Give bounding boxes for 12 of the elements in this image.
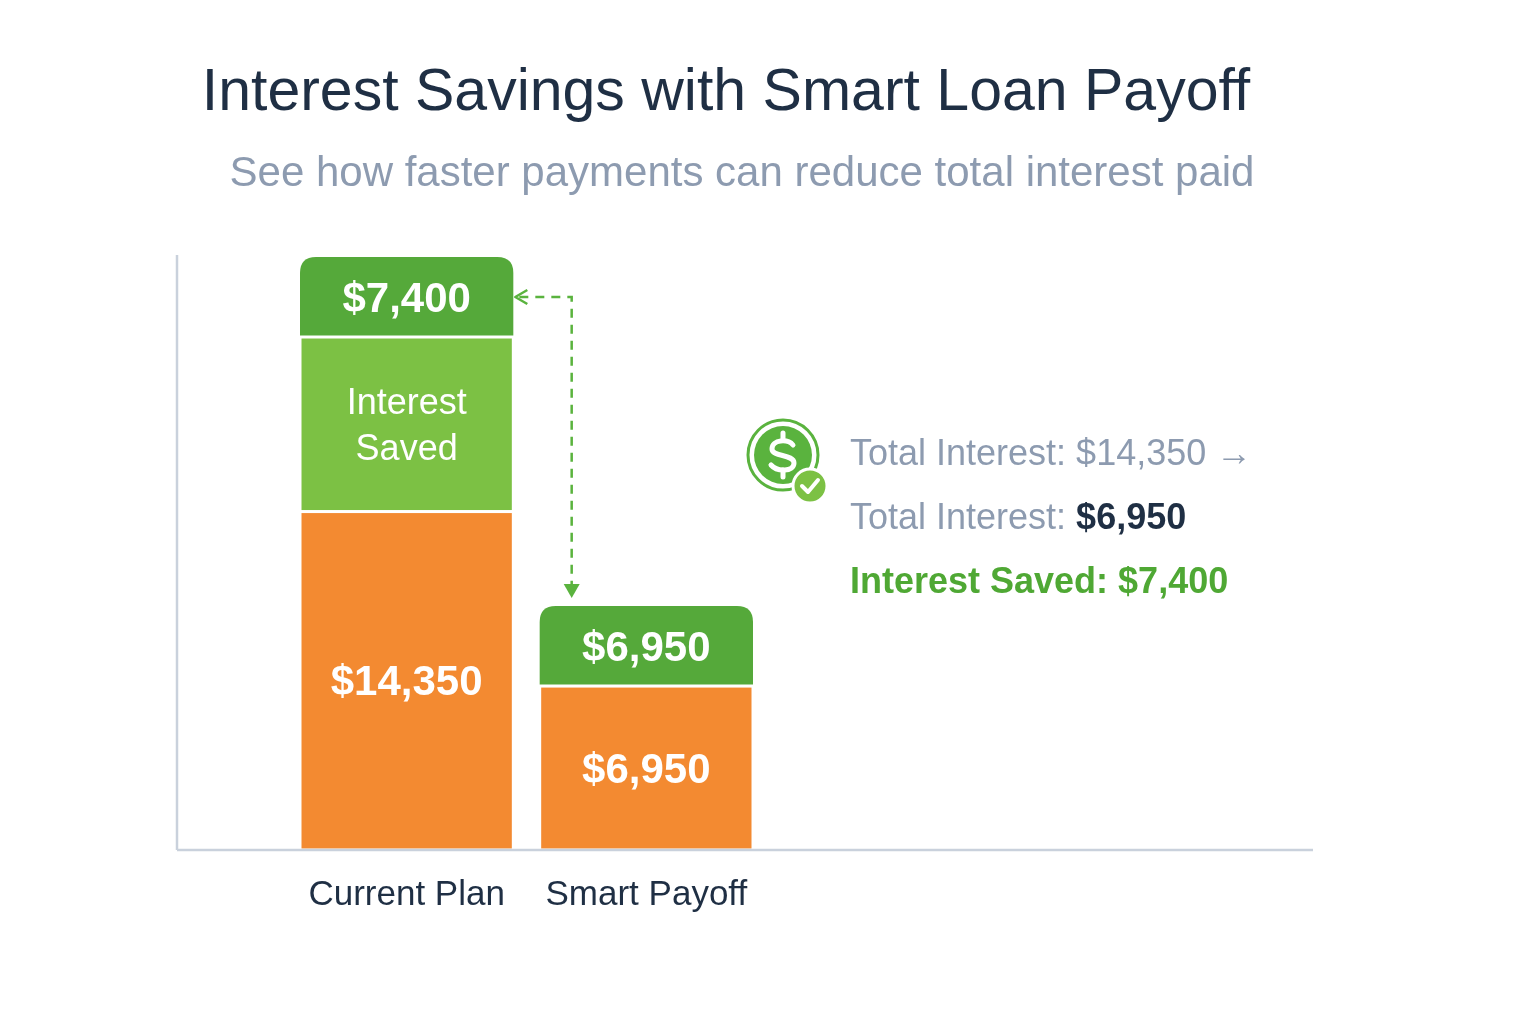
series-label: Interest Saved <box>346 380 467 468</box>
annotation: $7,400 <box>342 273 471 321</box>
text: Interest Saved: $7,400 <box>850 560 1229 601</box>
text: Total Interest: $6,950 <box>850 496 1187 537</box>
x-tick-label: Smart Payoff <box>545 873 748 912</box>
data-label: $14,350 <box>330 657 483 705</box>
data-label: $6,950 <box>582 744 711 792</box>
chart-title: Interest Savings with Smart Loan Payoff <box>201 57 1251 123</box>
annotation: $6,950 <box>582 622 711 670</box>
chart-subtitle: See how faster payments can reduce total interest paid <box>229 148 1255 195</box>
text: Total Interest: $14,350 → <box>850 432 1253 473</box>
x-tick-label: Current Plan <box>308 873 505 912</box>
